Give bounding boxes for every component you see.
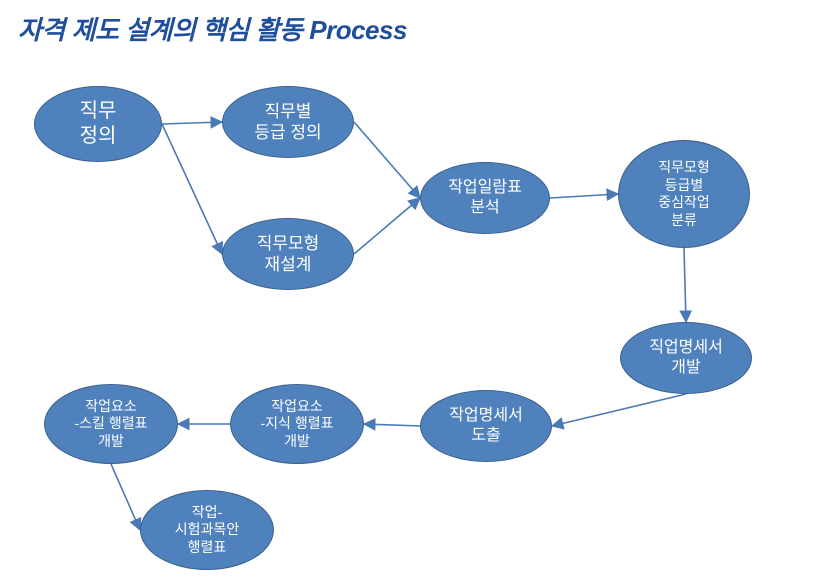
node-n9: 작업요소 -스킬 행렬표 개발 — [44, 384, 178, 464]
edge-n2-n4 — [354, 122, 420, 198]
node-n7: 작업명세서 도출 — [420, 390, 552, 462]
edge-n4-n5 — [550, 194, 618, 198]
edge-n3-n4 — [354, 198, 420, 254]
node-n6: 직업명세서 개발 — [620, 322, 752, 394]
node-n1: 직무 정의 — [34, 86, 162, 162]
edge-n5-n6 — [684, 248, 686, 322]
page-title: 자격 제도 설계의 핵심 활동 Process — [18, 10, 407, 47]
edge-n6-n7 — [552, 394, 686, 426]
node-n10: 작업- 시험과목안 행렬표 — [140, 490, 274, 570]
node-n4: 작업일람표 분석 — [420, 162, 550, 234]
node-n8: 작업요소 -지식 행렬표 개발 — [230, 384, 364, 464]
edge-n1-n3 — [162, 124, 222, 254]
edge-n9-n10 — [111, 464, 140, 530]
edge-n1-n2 — [162, 122, 222, 124]
node-n2: 직무별 등급 정의 — [222, 86, 354, 158]
node-n3: 직무모형 재설계 — [222, 218, 354, 290]
edges-layer — [0, 0, 833, 579]
node-n5: 직무모형 등급별 중심작업 분류 — [618, 140, 750, 248]
edge-n7-n8 — [364, 424, 420, 426]
